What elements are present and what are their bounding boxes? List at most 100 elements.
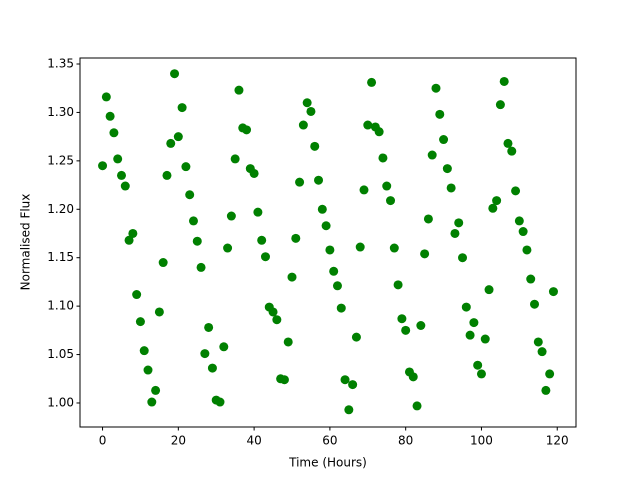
point	[386, 196, 396, 206]
point	[132, 290, 142, 300]
point	[109, 128, 119, 138]
point	[374, 127, 384, 137]
y-tick-label: 1.10	[47, 299, 74, 313]
point	[545, 369, 555, 379]
x-tick-label: 80	[398, 434, 413, 448]
point	[158, 258, 168, 268]
point	[389, 243, 399, 253]
point	[151, 385, 161, 395]
point	[242, 125, 252, 135]
point	[518, 227, 528, 237]
point	[219, 342, 229, 352]
point	[465, 330, 475, 340]
point	[480, 334, 490, 344]
point	[382, 181, 392, 191]
x-tick-label: 100	[470, 434, 493, 448]
point	[234, 85, 244, 95]
point	[469, 318, 479, 328]
point	[325, 245, 335, 255]
point	[416, 321, 426, 331]
point	[435, 109, 445, 119]
point	[105, 111, 115, 121]
point	[181, 162, 191, 172]
point	[310, 141, 320, 151]
point	[253, 207, 263, 217]
point	[454, 218, 464, 228]
point	[514, 216, 524, 226]
point	[363, 120, 373, 130]
point	[207, 363, 217, 373]
point	[420, 249, 430, 259]
point	[423, 214, 433, 224]
point	[408, 372, 418, 382]
point	[495, 100, 505, 110]
point	[204, 322, 214, 332]
point	[393, 280, 403, 290]
point	[427, 150, 437, 160]
point	[522, 245, 532, 255]
y-tick-label: 1.30	[47, 105, 74, 119]
point	[314, 175, 324, 185]
point	[340, 375, 350, 385]
point	[401, 325, 411, 335]
point	[128, 228, 138, 238]
point	[287, 272, 297, 282]
point	[166, 138, 176, 148]
y-tick-label: 1.20	[47, 202, 74, 216]
point	[507, 146, 517, 156]
point	[412, 401, 422, 411]
x-tick-label: 60	[322, 434, 337, 448]
point	[530, 299, 540, 309]
point	[439, 135, 449, 145]
point	[537, 347, 547, 357]
point	[499, 76, 509, 86]
point	[431, 83, 441, 93]
point	[461, 302, 471, 312]
point	[98, 161, 108, 171]
point	[283, 337, 293, 347]
point	[116, 170, 126, 180]
point	[223, 243, 233, 253]
y-tick-label: 1.25	[47, 153, 74, 167]
point	[226, 211, 236, 221]
point	[306, 106, 316, 116]
point	[113, 154, 123, 164]
point	[348, 380, 358, 390]
point	[492, 196, 502, 206]
point	[154, 307, 164, 317]
point	[484, 285, 494, 295]
point	[177, 103, 187, 113]
point	[344, 405, 354, 415]
point	[476, 369, 486, 379]
point	[511, 186, 521, 196]
point	[249, 168, 259, 178]
y-tick-label: 1.15	[47, 250, 74, 264]
point	[124, 235, 134, 245]
point	[526, 274, 536, 284]
x-tick-label: 40	[246, 434, 261, 448]
y-tick-label: 1.05	[47, 347, 74, 361]
point	[185, 190, 195, 200]
y-axis-label: Normalised Flux	[19, 194, 33, 291]
point	[147, 397, 157, 407]
y-tick-label: 1.00	[47, 395, 74, 409]
point	[188, 216, 198, 226]
point	[351, 332, 361, 342]
x-axis-label: Time (Hours)	[288, 456, 367, 470]
point	[533, 337, 543, 347]
x-tick-label: 0	[99, 434, 107, 448]
point	[367, 77, 377, 87]
point	[196, 262, 206, 272]
point	[230, 154, 240, 164]
point	[162, 170, 172, 180]
point	[329, 266, 339, 276]
point	[192, 236, 202, 246]
point	[503, 138, 513, 148]
point	[257, 235, 267, 245]
point	[332, 281, 342, 291]
point	[541, 385, 551, 395]
point	[135, 317, 145, 327]
point	[336, 303, 346, 313]
y-tick-label: 1.35	[47, 57, 74, 71]
point	[446, 183, 456, 193]
